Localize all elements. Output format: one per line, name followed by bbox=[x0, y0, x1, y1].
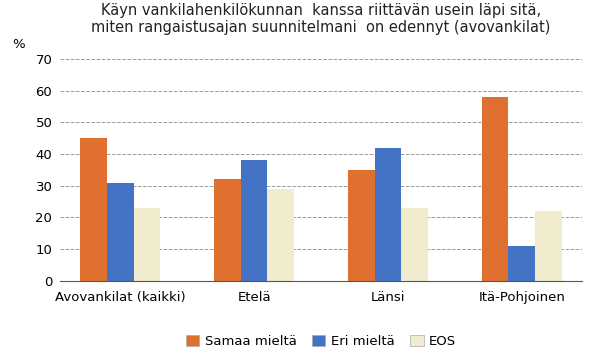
Legend: Samaa mieltä, Eri mieltä, EOS: Samaa mieltä, Eri mieltä, EOS bbox=[181, 330, 461, 354]
Bar bbox=[80, 138, 107, 281]
Bar bbox=[535, 211, 562, 281]
Bar bbox=[374, 148, 401, 281]
Title: Käyn vankilahenkilökunnan  kanssa riittävän usein läpi sitä,
miten rangaistusaja: Käyn vankilahenkilökunnan kanssa riittäv… bbox=[91, 3, 551, 35]
Bar bbox=[348, 170, 374, 281]
Bar bbox=[508, 246, 535, 281]
Bar bbox=[134, 208, 160, 281]
Bar bbox=[214, 179, 241, 281]
Bar bbox=[268, 189, 294, 281]
Bar bbox=[241, 161, 268, 281]
Bar bbox=[107, 183, 134, 281]
Bar bbox=[482, 97, 508, 281]
Y-axis label: %: % bbox=[12, 39, 25, 51]
Bar bbox=[401, 208, 428, 281]
